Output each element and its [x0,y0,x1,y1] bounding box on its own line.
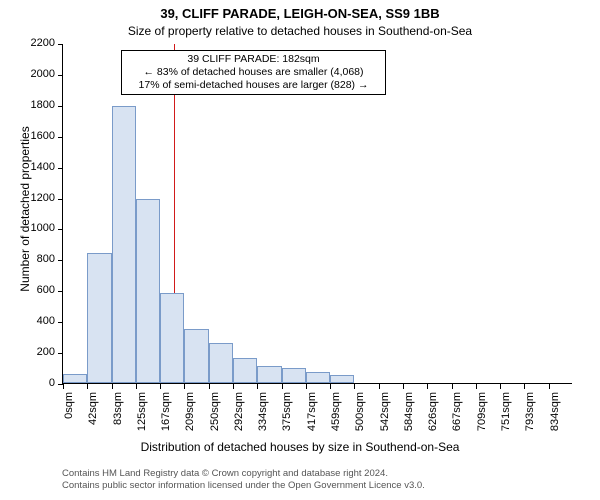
histogram-bar [282,368,306,383]
x-tick-mark [427,384,428,389]
x-tick-label: 334sqm [257,392,269,431]
x-tick-mark [476,384,477,389]
histogram-bar [233,358,257,383]
x-tick-label: 417sqm [306,392,318,431]
y-tick-mark [58,322,63,323]
x-tick-label: 834sqm [549,392,561,431]
footer-line-2: Contains public sector information licen… [0,480,600,492]
y-tick-label: 1200 [31,192,55,204]
x-tick-label: 751sqm [500,392,512,431]
x-tick-mark [209,384,210,389]
x-tick-label: 542sqm [379,392,391,431]
x-axis-label: Distribution of detached houses by size … [0,440,600,454]
y-tick-label: 2200 [31,37,55,49]
x-tick-mark [452,384,453,389]
y-tick-mark [58,199,63,200]
x-tick-mark [330,384,331,389]
x-tick-label: 500sqm [354,392,366,431]
x-tick-mark [63,384,64,389]
y-tick-mark [58,44,63,45]
y-tick-label: 600 [37,284,55,296]
title-line-1: 39, CLIFF PARADE, LEIGH-ON-SEA, SS9 1BB [0,6,600,21]
x-tick-label: 375sqm [282,392,294,431]
x-tick-label: 167sqm [160,392,172,431]
y-tick-label: 1400 [31,161,55,173]
histogram-bar [209,343,233,383]
x-tick-label: 459sqm [330,392,342,431]
footer: Contains HM Land Registry data © Crown c… [0,468,600,493]
histogram-bar [63,374,87,383]
x-tick-mark [233,384,234,389]
histogram-bar [136,199,160,383]
y-tick-mark [58,106,63,107]
y-tick-label: 800 [37,253,55,265]
y-tick-label: 1000 [31,222,55,234]
histogram-bar [330,375,354,383]
histogram-bar [87,253,111,383]
histogram-bar [306,372,330,383]
y-tick-label: 400 [37,315,55,327]
x-tick-mark [549,384,550,389]
x-tick-label: 667sqm [452,392,464,431]
y-tick-label: 1800 [31,99,55,111]
y-tick-mark [58,168,63,169]
x-tick-mark [136,384,137,389]
x-tick-mark [87,384,88,389]
annotation-line-3: 17% of semi-detached houses are larger (… [126,79,381,92]
y-tick-mark [58,353,63,354]
x-tick-label: 709sqm [476,392,488,431]
x-tick-mark [306,384,307,389]
histogram-bar [160,293,184,383]
annotation-line-1: 39 CLIFF PARADE: 182sqm [126,53,381,66]
footer-line-1: Contains HM Land Registry data © Crown c… [0,468,600,480]
histogram-bar [184,329,208,383]
histogram-bar [112,106,136,383]
x-tick-label: 0sqm [63,392,75,419]
y-tick-mark [58,291,63,292]
x-tick-mark [403,384,404,389]
x-tick-mark [160,384,161,389]
y-tick-mark [58,229,63,230]
x-tick-label: 125sqm [136,392,148,431]
x-tick-label: 793sqm [524,392,536,431]
x-tick-mark [524,384,525,389]
y-tick-label: 2000 [31,68,55,80]
annotation-line-2: ← 83% of detached houses are smaller (4,… [126,66,381,79]
x-tick-label: 209sqm [184,392,196,431]
x-tick-mark [500,384,501,389]
x-tick-mark [184,384,185,389]
x-tick-mark [282,384,283,389]
y-tick-mark [58,137,63,138]
title-line-2: Size of property relative to detached ho… [0,24,600,38]
x-tick-label: 626sqm [427,392,439,431]
histogram-figure: 39, CLIFF PARADE, LEIGH-ON-SEA, SS9 1BB … [0,0,600,500]
x-tick-label: 292sqm [233,392,245,431]
x-tick-label: 250sqm [209,392,221,431]
y-tick-mark [58,260,63,261]
y-tick-label: 0 [49,377,55,389]
x-tick-mark [257,384,258,389]
x-tick-label: 584sqm [403,392,415,431]
annotation-box: 39 CLIFF PARADE: 182sqm ← 83% of detache… [121,50,386,95]
y-tick-label: 200 [37,346,55,358]
y-tick-label: 1600 [31,130,55,142]
x-tick-label: 42sqm [87,392,99,425]
x-tick-mark [112,384,113,389]
y-tick-mark [58,75,63,76]
histogram-bar [257,366,281,383]
x-tick-mark [354,384,355,389]
x-tick-label: 83sqm [112,392,124,425]
x-tick-mark [379,384,380,389]
